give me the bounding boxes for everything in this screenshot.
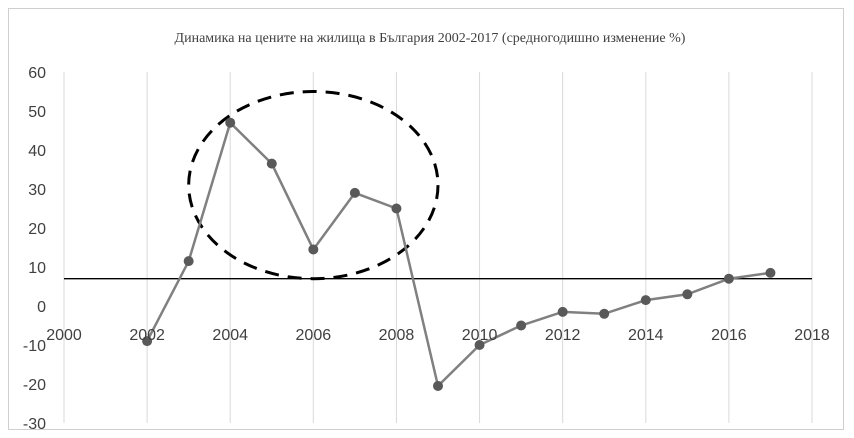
data-point-2003 <box>183 256 194 267</box>
x-tick-label: 2012 <box>545 327 581 344</box>
series-group <box>142 117 776 391</box>
x-axis: 2000 2002 2004 2006 2008 2010 2012 2014 2016 2018 <box>46 327 830 344</box>
x-tick-label: 2018 <box>794 327 830 344</box>
x-tick-label: 2016 <box>711 327 747 344</box>
y-tick-label: -20 <box>23 377 46 394</box>
y-tick-label: 0 <box>37 299 46 316</box>
x-tick-label: 2004 <box>212 327 248 344</box>
data-point-2012 <box>557 306 568 317</box>
chart-title: Динамика на цените на жилища в България … <box>175 31 686 46</box>
data-point-2011 <box>516 320 527 331</box>
data-point-2017 <box>765 267 776 278</box>
y-tick-label: 60 <box>28 65 46 82</box>
annotation-group <box>187 90 440 281</box>
data-point-2015 <box>682 289 693 300</box>
data-point-2014 <box>640 295 651 306</box>
y-tick-label: -10 <box>23 338 46 355</box>
y-tick-label: 10 <box>28 260 46 277</box>
y-axis: 60 50 40 30 20 10 0 -10 -20 -30 <box>23 65 46 433</box>
data-point-2005 <box>266 158 277 169</box>
data-point-2007 <box>349 187 360 198</box>
series-line <box>146 120 771 389</box>
data-point-2009 <box>433 380 443 391</box>
data-point-2008 <box>391 203 402 214</box>
grid-lines <box>63 72 813 423</box>
data-point-2013 <box>599 308 610 319</box>
data-point-2016 <box>723 273 734 284</box>
y-tick-label: -30 <box>23 416 46 433</box>
y-tick-label: 30 <box>28 182 46 199</box>
y-tick-label: 50 <box>28 104 46 121</box>
y-tick-label: 40 <box>28 143 46 160</box>
data-point-2006 <box>308 244 319 255</box>
dashed-ellipse-annotation <box>187 90 440 281</box>
x-tick-label: 2002 <box>129 327 165 344</box>
x-tick-label: 2006 <box>296 327 332 344</box>
x-tick-label: 2010 <box>462 327 498 344</box>
x-tick-label: 2000 <box>46 327 82 344</box>
data-point-2004 <box>225 117 236 128</box>
y-tick-label: 20 <box>28 221 46 238</box>
data-point-2010 <box>474 340 485 350</box>
x-tick-label: 2014 <box>628 327 664 344</box>
data-point-2002 <box>142 336 153 347</box>
x-tick-label: 2008 <box>379 327 415 344</box>
